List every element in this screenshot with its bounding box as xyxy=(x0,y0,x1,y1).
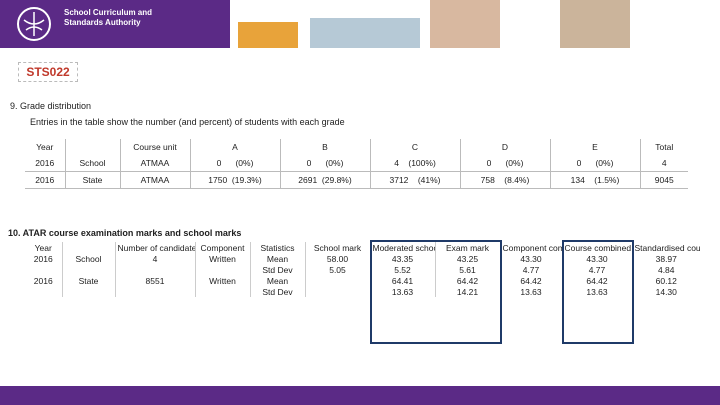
cell: A xyxy=(189,139,280,155)
photo-strip xyxy=(230,0,720,48)
cell: Mean xyxy=(249,275,305,286)
cell: 13.63 xyxy=(499,286,562,297)
section-title: 10. ATAR course examination marks and sc… xyxy=(8,228,242,238)
cell xyxy=(304,275,370,286)
cell: Std Dev xyxy=(249,264,305,275)
cell: 2016 xyxy=(33,275,53,286)
cell: E xyxy=(549,139,640,155)
cell: School xyxy=(64,155,120,172)
cell xyxy=(25,264,62,275)
cell: School mark xyxy=(304,242,370,253)
row: 2016 School ATMAA 0 (0%) 0 (0%) 4 (100%) 0 (0%… xyxy=(25,155,688,172)
cell: 0 (0%) xyxy=(189,155,280,172)
header-row: Year Course unit A B C D E Total xyxy=(25,139,688,155)
photo xyxy=(560,0,630,48)
cell: 5.05 xyxy=(304,264,370,275)
highlight-box xyxy=(562,240,634,344)
cell xyxy=(61,242,115,253)
cell: 43.25 xyxy=(434,253,500,264)
cell: Component xyxy=(194,242,250,253)
cell: 4 xyxy=(114,253,195,264)
cell: 0 (0%) xyxy=(459,155,550,172)
cell: 9045 xyxy=(639,171,688,189)
header-bar: School Curriculum and Standards Authorit… xyxy=(0,0,720,48)
cell: 4.77 xyxy=(499,264,562,275)
cell: State xyxy=(61,275,115,286)
cell: School xyxy=(61,253,115,264)
header-row: Year Number of candidates *ComponentStati… xyxy=(25,242,700,253)
cell: 3712 (41%) xyxy=(369,171,460,189)
cell: Standardised course combined score xyxy=(631,242,700,253)
cell: 14.21 xyxy=(434,286,500,297)
course-code: STS022 xyxy=(18,62,78,82)
cell: Written xyxy=(194,275,250,286)
cell: 758 (8.4%) xyxy=(459,171,550,189)
cell: 2016 xyxy=(25,171,65,189)
cell: 5.61 xyxy=(434,264,500,275)
cell xyxy=(61,264,115,275)
cell: C xyxy=(369,139,460,155)
cell: B xyxy=(279,139,370,155)
row: Std Dev 13.63 14.21 13.63 13.63 14.30 xyxy=(25,286,700,297)
cell: 58.00 xyxy=(304,253,370,264)
cell: 64.42 xyxy=(434,275,500,286)
cell: 0 (0%) xyxy=(549,155,640,172)
cell: ATMAA xyxy=(119,155,190,172)
cell xyxy=(194,286,250,297)
cell: 1750 (19.3%) xyxy=(189,171,280,189)
grade-table: Year Course unit A B C D E Total 2016 School ATMAA… xyxy=(25,139,688,189)
cell: 2016 xyxy=(25,155,65,172)
cell: Number of candidates * xyxy=(114,242,195,253)
logo xyxy=(17,7,51,41)
cell: ATMAA xyxy=(119,171,190,189)
cell: Mean xyxy=(249,253,305,264)
cell: Written xyxy=(194,253,250,264)
row: 2016 School 4 Written Mean 58.00 43.35 43.25 43.… xyxy=(25,253,700,264)
cell xyxy=(64,139,120,155)
row: Std Dev 5.05 5.52 5.61 4.77 4.77 4.84 xyxy=(25,264,700,275)
cell: Year xyxy=(34,242,52,253)
highlight-box xyxy=(370,240,502,344)
cell: 2691 (29.8%) xyxy=(279,171,370,189)
cell: 60.12 xyxy=(631,275,700,286)
cell xyxy=(194,264,250,275)
cell: Statistics xyxy=(249,242,305,253)
cell: 14.30 xyxy=(631,286,700,297)
cell: 4 xyxy=(639,155,688,172)
cell xyxy=(304,286,370,297)
cell xyxy=(114,264,195,275)
cell xyxy=(61,286,115,297)
section-title: 9. Grade distribution xyxy=(10,101,92,111)
photo xyxy=(310,18,420,48)
cell: 38.97 xyxy=(631,253,700,264)
cell: Exam mark xyxy=(434,242,500,253)
footer-bar xyxy=(0,386,720,405)
cell: 0 (0%) xyxy=(279,155,370,172)
cell: Total xyxy=(639,139,688,155)
photo xyxy=(430,0,500,48)
marks-table: Year Number of candidates *ComponentStati… xyxy=(25,242,700,297)
cell: Component combined mark xyxy=(499,242,562,253)
cell xyxy=(114,286,195,297)
cell: D xyxy=(459,139,550,155)
cell: 2016 xyxy=(33,253,53,264)
photo xyxy=(238,22,298,48)
cell: Year xyxy=(36,142,54,152)
cell xyxy=(25,286,62,297)
cell: 134 (1.5%) xyxy=(549,171,640,189)
cell: 64.42 xyxy=(499,275,562,286)
organisation-name: School Curriculum and Standards Authorit… xyxy=(64,8,153,27)
cell: 43.30 xyxy=(499,253,562,264)
section-subtitle: Entries in the table show the number (an… xyxy=(30,117,345,127)
cell: Course unit xyxy=(119,139,190,155)
cell: Std Dev xyxy=(249,286,305,297)
row: 2016 State ATMAA 1750 (19.3%) 2691 (29.8%) 37… xyxy=(25,171,688,189)
cell: 4.84 xyxy=(631,264,700,275)
cell: 8551 xyxy=(114,275,195,286)
cell: State xyxy=(64,171,120,189)
cell: 4 (100%) xyxy=(369,155,460,172)
